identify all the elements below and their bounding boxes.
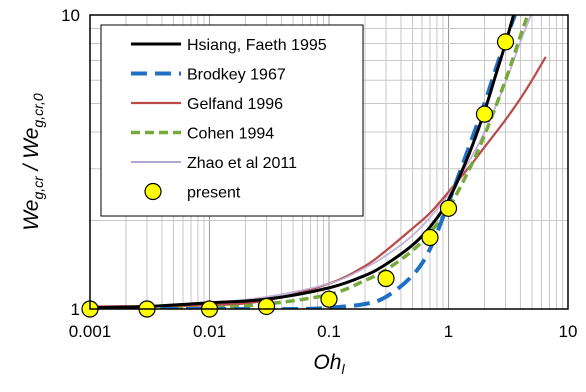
y-tick-label: 10 bbox=[61, 6, 80, 25]
data-point-present bbox=[421, 228, 439, 247]
x-tick-label: 10 bbox=[559, 322, 578, 341]
y-axis-label-sub1: g,cr bbox=[30, 175, 46, 200]
data-point-present bbox=[257, 297, 276, 316]
data-point-present bbox=[439, 199, 458, 217]
legend-label-present: present bbox=[187, 185, 241, 202]
data-point-present bbox=[496, 33, 515, 51]
y-axis-label-sub2: g,cr,0 bbox=[30, 93, 46, 127]
legend-label-cohen-1994: Cohen 1994 bbox=[187, 126, 274, 143]
series-line-brodkey-1967 bbox=[90, 15, 517, 309]
tick-labels: 0.001 0.01 0.1 1 10 1 10 bbox=[61, 6, 577, 341]
x-tick-label: 0.1 bbox=[317, 322, 341, 341]
y-tick-label: 1 bbox=[71, 300, 80, 319]
x-axis-label-main: Oh bbox=[313, 351, 341, 374]
y-axis-label-sep: / bbox=[20, 159, 43, 177]
data-point-present bbox=[320, 290, 338, 308]
series-line-hsiang-faeth-1995 bbox=[90, 15, 515, 309]
legend-marker-present bbox=[144, 182, 162, 201]
legend-label-gelfand-1996: Gelfand 1996 bbox=[187, 96, 283, 113]
x-tick-label: 0.001 bbox=[69, 322, 112, 341]
legend-label-zhao-et-al-2011: Zhao et al 2011 bbox=[187, 155, 297, 172]
plot-frame bbox=[89, 14, 569, 310]
y-axis-label-main1: We bbox=[20, 200, 43, 231]
data-point-present bbox=[377, 269, 395, 288]
legend-label-hsiang-faeth-1995: Hsiang, Faeth 1995 bbox=[187, 37, 327, 54]
x-axis-label: Ohl bbox=[313, 351, 345, 377]
y-axis-label: Weg,cr / Weg,cr,0 bbox=[20, 93, 46, 231]
data-point-present bbox=[475, 105, 494, 123]
x-axis-label-sub: l bbox=[341, 361, 345, 377]
legend: Hsiang, Faeth 1995 Brodkey 1967 Gelfand 19… bbox=[100, 24, 364, 217]
x-tick-label: 1 bbox=[444, 322, 453, 341]
legend-label-brodkey-1967: Brodkey 1967 bbox=[187, 67, 286, 84]
y-axis-label-main2: We bbox=[20, 128, 43, 159]
legend-box bbox=[100, 24, 364, 217]
series-layer bbox=[81, 15, 547, 318]
x-tick-label: 0.01 bbox=[193, 322, 226, 341]
